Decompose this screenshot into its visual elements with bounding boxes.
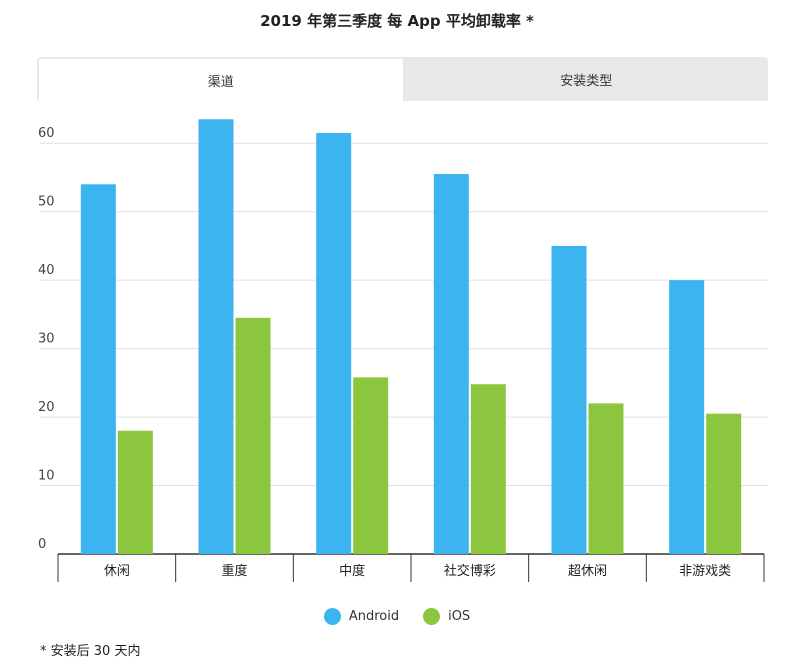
- footnote: * 安装后 30 天内: [40, 644, 141, 659]
- legend-label-ios: iOS: [448, 609, 471, 624]
- x-tick-label: 非游戏类: [679, 564, 731, 579]
- tab-bar: 渠道 安装类型: [37, 57, 768, 101]
- y-tick-label-50: 50: [38, 195, 55, 210]
- legend-item-android[interactable]: Android: [323, 608, 400, 625]
- bar-android-5: [669, 280, 705, 554]
- x-tick-label: 社交博彩: [444, 563, 496, 579]
- x-tick-label: 重度: [221, 563, 247, 579]
- y-tick-label-60: 60: [38, 126, 55, 141]
- bar-android-3: [433, 174, 469, 555]
- x-tick-label: 休闲: [104, 564, 130, 579]
- y-tick-label-40: 40: [38, 263, 55, 278]
- y-tick-label-20: 20: [38, 400, 55, 415]
- bar-ios-5: [706, 413, 742, 554]
- legend-label-android: Android: [348, 609, 400, 624]
- bar-ios-0: [117, 430, 153, 554]
- chart-title: 2019 年第三季度 每 App 平均卸载率 *: [260, 12, 534, 30]
- legend-item-ios[interactable]: iOS: [423, 608, 470, 625]
- chart-legend: Android iOS: [0, 608, 794, 625]
- bar-ios-2: [353, 377, 389, 554]
- tab-channel[interactable]: 渠道: [37, 57, 405, 101]
- y-tick-label-30: 30: [38, 332, 55, 347]
- bar-chart: 0 10 20 30 40 50 60 休闲 重度 中度 社交博彩 超休闲 非游戏类: [38, 119, 768, 582]
- bar-android-2: [316, 132, 352, 554]
- bar-android-4: [551, 245, 587, 554]
- legend-swatch-ios: [423, 608, 441, 625]
- x-tick-label: 超休闲: [568, 564, 607, 579]
- y-tick-label-10: 10: [38, 469, 55, 484]
- bar-ios-1: [235, 317, 271, 554]
- bar-android-1: [198, 119, 234, 555]
- bar-ios-3: [470, 384, 506, 554]
- bar-ios-4: [588, 403, 624, 554]
- bar-android-0: [80, 184, 116, 555]
- y-tick-label-0: 0: [38, 537, 46, 552]
- x-tick-label: 中度: [339, 563, 365, 579]
- tab-install-type[interactable]: 安装类型: [560, 73, 613, 89]
- legend-swatch-android: [323, 608, 341, 625]
